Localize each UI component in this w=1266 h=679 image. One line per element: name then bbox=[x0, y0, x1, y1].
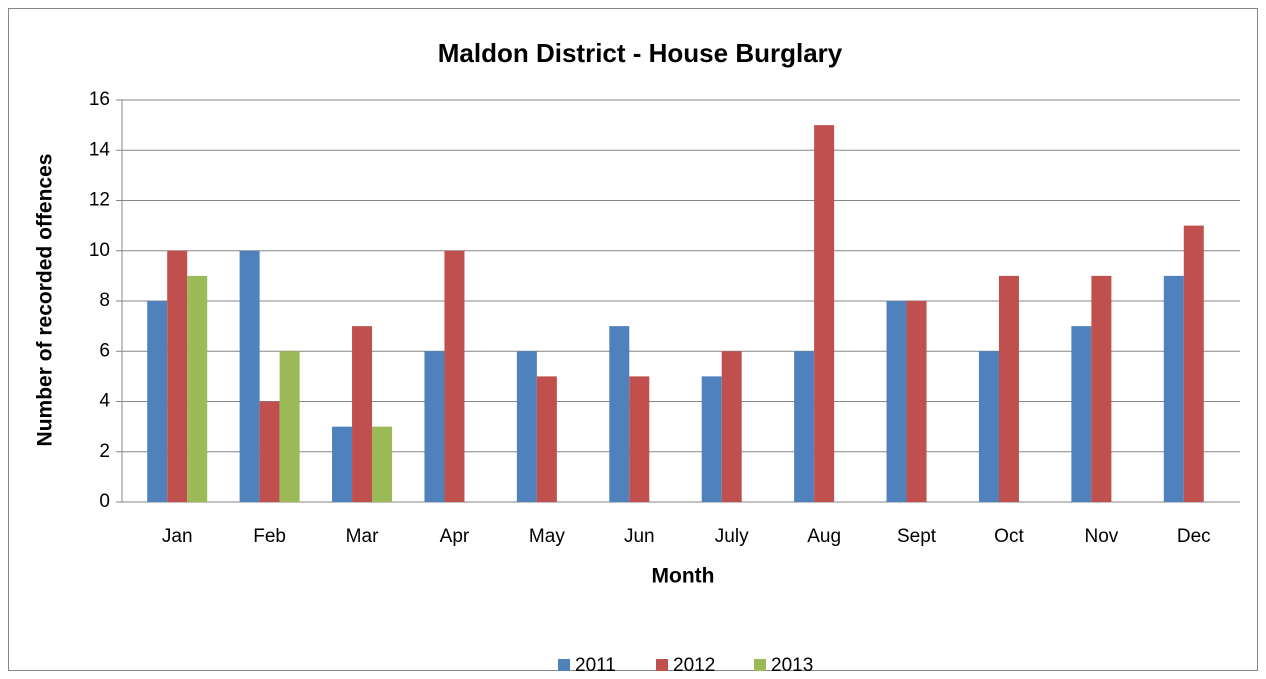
y-axis-label: Number of recorded offences bbox=[34, 154, 57, 447]
bar bbox=[906, 301, 927, 502]
y-tick-label: 14 bbox=[89, 139, 111, 160]
chart-frame bbox=[8, 8, 1258, 671]
x-tick-label: Oct bbox=[994, 526, 1024, 547]
chart-title: Maldon District - House Burglary bbox=[438, 38, 843, 68]
legend-label: 2013 bbox=[771, 655, 813, 676]
x-tick-label: Jun bbox=[624, 526, 655, 547]
x-tick-label: Feb bbox=[253, 526, 286, 547]
x-tick-label: May bbox=[529, 526, 565, 547]
y-tick-label: 6 bbox=[99, 340, 110, 361]
y-tick-label: 16 bbox=[89, 89, 110, 110]
bar bbox=[279, 351, 300, 502]
bar bbox=[187, 275, 208, 502]
y-tick-label: 0 bbox=[99, 491, 110, 512]
x-tick-label: Nov bbox=[1084, 526, 1118, 547]
bar bbox=[1183, 225, 1204, 502]
bar bbox=[259, 401, 280, 502]
bar bbox=[1071, 326, 1092, 502]
bar bbox=[1091, 275, 1112, 502]
legend-swatch bbox=[754, 659, 766, 671]
legend-swatch bbox=[656, 659, 668, 671]
y-tick-label: 2 bbox=[99, 441, 110, 462]
y-tick-label: 10 bbox=[89, 240, 110, 261]
bar bbox=[794, 351, 815, 502]
y-tick-label: 4 bbox=[99, 391, 110, 412]
bar bbox=[609, 326, 630, 502]
bar bbox=[332, 426, 353, 502]
legend-label: 2011 bbox=[575, 655, 616, 676]
bar bbox=[424, 351, 445, 502]
bar bbox=[998, 275, 1019, 502]
bar bbox=[147, 301, 168, 502]
bar bbox=[352, 326, 373, 502]
bar bbox=[886, 301, 907, 502]
x-tick-label: Apr bbox=[440, 526, 470, 547]
y-tick-label: 8 bbox=[99, 290, 110, 311]
bar bbox=[978, 351, 999, 502]
legend-swatch bbox=[558, 659, 570, 671]
x-tick-label: Jan bbox=[162, 526, 193, 547]
x-tick-label: Aug bbox=[807, 526, 841, 547]
bar bbox=[516, 351, 537, 502]
x-tick-label: Mar bbox=[346, 526, 379, 547]
x-tick-label: July bbox=[715, 526, 749, 547]
bar bbox=[167, 250, 188, 502]
bar bbox=[814, 125, 835, 502]
y-tick-label: 12 bbox=[89, 190, 110, 211]
x-axis-label: Month bbox=[652, 565, 715, 588]
legend-label: 2012 bbox=[673, 655, 715, 676]
bar bbox=[536, 376, 557, 502]
x-tick-label: Sept bbox=[897, 526, 937, 547]
bar bbox=[721, 351, 742, 502]
bar bbox=[1163, 275, 1184, 502]
x-tick-label: Dec bbox=[1177, 526, 1211, 547]
bar bbox=[372, 426, 393, 502]
bar bbox=[239, 250, 260, 502]
bar bbox=[629, 376, 650, 502]
bar bbox=[701, 376, 722, 502]
bar bbox=[444, 250, 465, 502]
